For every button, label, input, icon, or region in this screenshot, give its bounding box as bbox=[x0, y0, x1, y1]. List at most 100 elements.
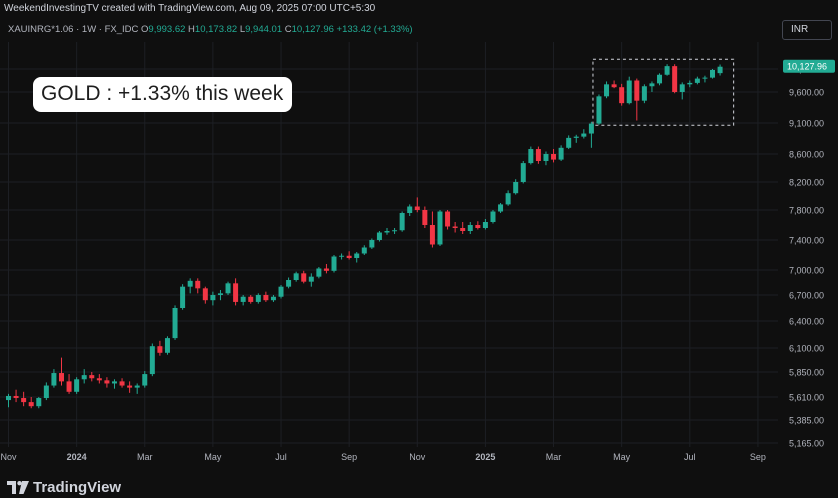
y-tick-label: 6,700.00 bbox=[789, 291, 824, 301]
highlight-box bbox=[592, 58, 735, 126]
candle-body bbox=[263, 295, 269, 301]
ohlc-legend: XAUINRG*1.06 · 1W · FX_IDC O9,993.62 H10… bbox=[8, 24, 413, 35]
candle-body bbox=[21, 398, 27, 403]
candle-body bbox=[172, 308, 178, 339]
candle-body bbox=[543, 154, 549, 161]
candle bbox=[361, 245, 367, 255]
candle bbox=[460, 222, 466, 234]
grid-lines bbox=[0, 42, 778, 447]
candle bbox=[28, 397, 34, 409]
candle-body bbox=[581, 133, 587, 137]
candle-body bbox=[43, 385, 49, 399]
candle bbox=[407, 204, 413, 216]
candles-group bbox=[6, 64, 723, 409]
currency-selector[interactable]: INR bbox=[782, 20, 832, 40]
weekly-change-callout: GOLD : +1.33% this week bbox=[33, 77, 293, 112]
time-axis[interactable]: Nov 2024 Mar May Jul Sep Nov 2025 Mar May Jul Sep bbox=[0, 452, 765, 462]
low-value: 9,944.01 bbox=[245, 24, 283, 35]
candle bbox=[111, 379, 117, 389]
candle-body bbox=[558, 147, 564, 160]
y-tick-label: 9,100.00 bbox=[789, 119, 824, 129]
candle bbox=[81, 369, 87, 384]
y-tick-label: 8,600.00 bbox=[789, 150, 824, 160]
y-tick-label: 8,200.00 bbox=[789, 178, 824, 188]
candle-body bbox=[422, 210, 428, 225]
candle-body bbox=[376, 232, 382, 240]
candle-body bbox=[399, 213, 405, 231]
candle-body bbox=[437, 211, 443, 245]
candle bbox=[376, 231, 382, 242]
candle-body bbox=[58, 373, 64, 382]
candle bbox=[392, 228, 398, 234]
candle bbox=[445, 210, 451, 230]
close-label: C bbox=[284, 24, 292, 35]
candle-body bbox=[354, 253, 360, 258]
candle-body bbox=[361, 247, 367, 254]
brand-text: TradingView bbox=[33, 479, 122, 496]
candle-body bbox=[51, 373, 57, 386]
candle-body bbox=[331, 256, 337, 271]
candle bbox=[543, 151, 549, 166]
candle bbox=[702, 75, 708, 83]
y-tick-label: 5,385.00 bbox=[789, 416, 824, 426]
candle-body bbox=[301, 273, 307, 282]
candle-body bbox=[460, 228, 466, 231]
candle bbox=[89, 372, 95, 382]
low-label: L bbox=[239, 24, 246, 35]
candle bbox=[354, 252, 360, 263]
candle bbox=[43, 382, 49, 401]
candle bbox=[339, 253, 345, 260]
candle-body bbox=[551, 154, 557, 160]
candle-body bbox=[339, 255, 345, 257]
candle bbox=[286, 277, 292, 289]
candle bbox=[74, 377, 80, 394]
x-tick-label: Jul bbox=[275, 452, 287, 462]
candle bbox=[164, 336, 170, 355]
candle-body bbox=[467, 225, 473, 231]
candle bbox=[346, 251, 352, 260]
candle-body bbox=[308, 276, 314, 282]
price-axis[interactable]: 5,165.00 5,385.00 5,610.00 5,850.00 6,100.00… bbox=[789, 65, 829, 449]
y-tick-label: 5,850.00 bbox=[789, 368, 824, 378]
candle bbox=[513, 179, 519, 195]
candle-body bbox=[679, 84, 685, 92]
candle-body bbox=[202, 288, 208, 301]
candle-body bbox=[475, 225, 481, 228]
x-tick-label: Jul bbox=[684, 452, 696, 462]
x-tick-label: Sep bbox=[750, 452, 766, 462]
candle-body bbox=[414, 206, 420, 210]
candle-body bbox=[392, 230, 398, 232]
x-tick-label: Nov bbox=[409, 452, 426, 462]
candle bbox=[384, 228, 390, 235]
open-value: 9,993.62 bbox=[148, 24, 186, 35]
high-value: 10,173.82 bbox=[194, 24, 238, 35]
candle bbox=[551, 149, 557, 163]
candle-body bbox=[134, 385, 140, 388]
candle-body bbox=[270, 296, 276, 301]
y-tick-label: 5,165.00 bbox=[789, 439, 824, 449]
x-tick-label: Nov bbox=[0, 452, 17, 462]
candle bbox=[694, 76, 700, 85]
candle bbox=[369, 238, 375, 249]
candle-body bbox=[604, 84, 610, 97]
candle bbox=[452, 222, 458, 233]
candle bbox=[505, 190, 511, 206]
candle bbox=[687, 80, 693, 88]
candle-body bbox=[482, 222, 488, 228]
symbol-label[interactable]: XAUINRG*1.06 · 1W · FX_IDC bbox=[8, 24, 139, 35]
candle-body bbox=[6, 395, 11, 401]
candle-body bbox=[66, 381, 72, 392]
tradingview-brand[interactable]: TradingView bbox=[7, 479, 121, 498]
candle-body bbox=[687, 82, 693, 85]
candle bbox=[581, 129, 587, 139]
candle bbox=[604, 81, 610, 99]
candle-body bbox=[210, 295, 216, 301]
candle bbox=[195, 278, 201, 294]
candle bbox=[301, 270, 307, 284]
x-tick-label: Mar bbox=[137, 452, 153, 462]
candle-body bbox=[445, 211, 451, 227]
candle bbox=[710, 69, 716, 79]
candle bbox=[429, 211, 435, 248]
candle bbox=[36, 397, 42, 409]
